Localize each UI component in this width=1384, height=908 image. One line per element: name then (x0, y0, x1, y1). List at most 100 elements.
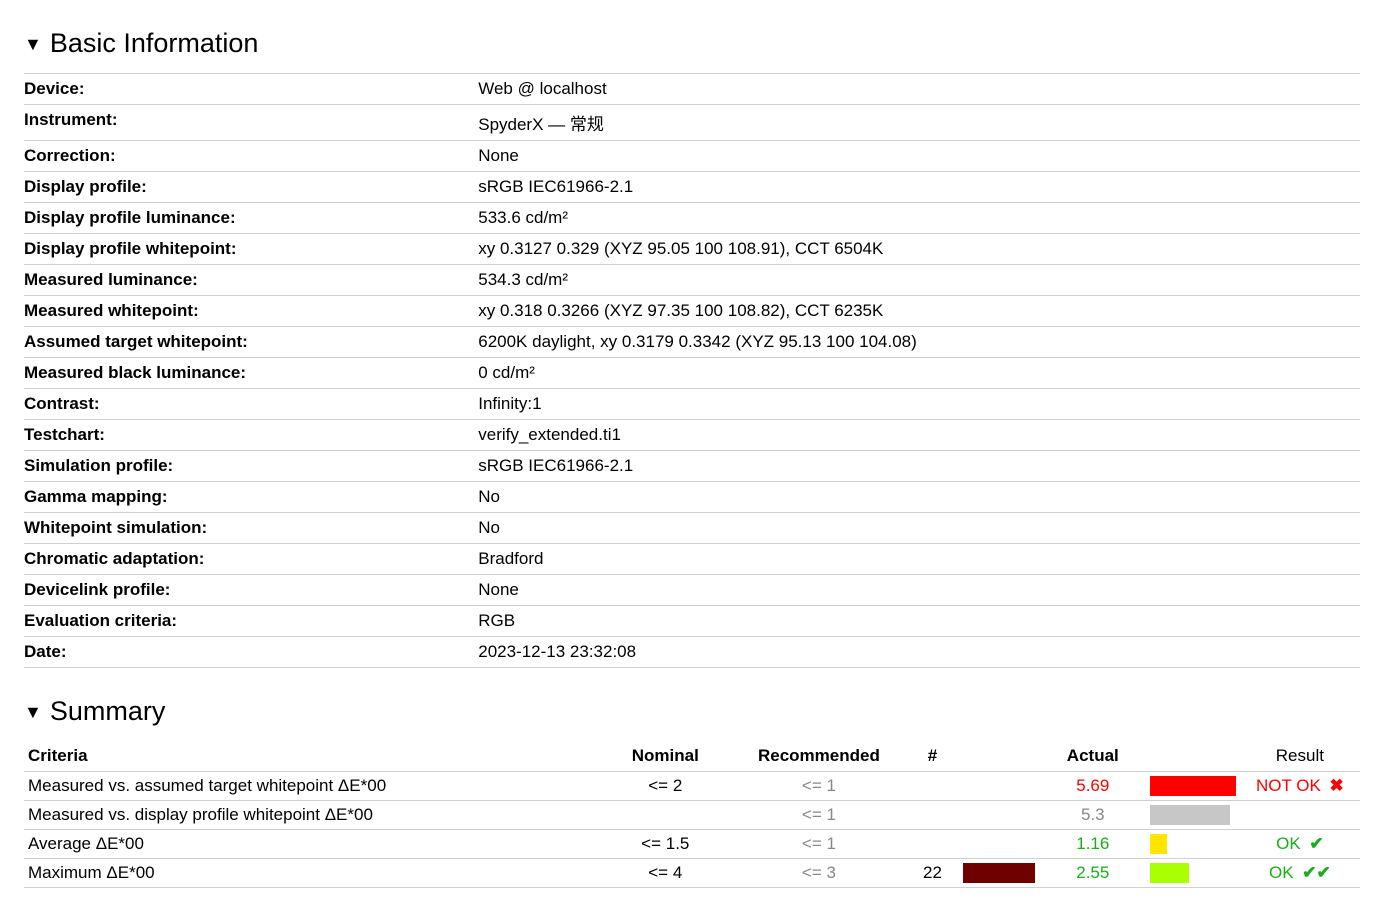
col-actual: Actual (1039, 741, 1146, 772)
info-value: RGB (478, 606, 1360, 637)
result-text: NOT OK (1256, 776, 1321, 795)
info-label: Devicelink profile: (24, 575, 478, 606)
summary-row: Maximum ΔE*00<= 4<= 3222.55OK ✔✔ (24, 859, 1360, 888)
info-value: Infinity:1 (478, 389, 1360, 420)
info-value: verify_extended.ti1 (478, 420, 1360, 451)
info-row: Evaluation criteria:RGB (24, 606, 1360, 637)
info-row: Measured luminance:534.3 cd/m² (24, 265, 1360, 296)
info-value: sRGB IEC61966-2.1 (478, 451, 1360, 482)
cell-swatch (959, 859, 1039, 888)
info-label: Measured whitepoint: (24, 296, 478, 327)
cell-nominal: <= 1.5 (598, 830, 732, 859)
info-row: Testchart:verify_extended.ti1 (24, 420, 1360, 451)
info-row: Whitepoint simulation:No (24, 513, 1360, 544)
summary-header[interactable]: ▼ Summary (24, 696, 1360, 727)
info-value: xy 0.3127 0.329 (XYZ 95.05 100 108.91), … (478, 234, 1360, 265)
info-value: 534.3 cd/m² (478, 265, 1360, 296)
checkmark-icon: ✔✔ (1302, 863, 1331, 882)
info-row: Gamma mapping:No (24, 482, 1360, 513)
cell-swatch (959, 830, 1039, 859)
cell-bar (1146, 830, 1240, 859)
basic-information-header[interactable]: ▼ Basic Information (24, 28, 1360, 59)
info-label: Measured black luminance: (24, 358, 478, 389)
cell-hash (906, 772, 959, 801)
info-label: Assumed target whitepoint: (24, 327, 478, 358)
info-label: Device: (24, 74, 478, 105)
info-label: Gamma mapping: (24, 482, 478, 513)
section-title: Summary (50, 696, 166, 727)
info-row: Devicelink profile:None (24, 575, 1360, 606)
bar-fill (1150, 776, 1236, 796)
info-value: xy 0.318 0.3266 (XYZ 97.35 100 108.82), … (478, 296, 1360, 327)
col-hash: # (906, 741, 959, 772)
cell-recommended: <= 3 (732, 859, 906, 888)
info-label: Display profile: (24, 172, 478, 203)
info-row: Date:2023-12-13 23:32:08 (24, 637, 1360, 668)
cell-criteria: Measured vs. assumed target whitepoint Δ… (24, 772, 598, 801)
info-label: Simulation profile: (24, 451, 478, 482)
cell-hash (906, 801, 959, 830)
cell-bar (1146, 772, 1240, 801)
cell-result: OK ✔ (1240, 830, 1360, 859)
section-title: Basic Information (50, 28, 259, 59)
info-value: sRGB IEC61966-2.1 (478, 172, 1360, 203)
info-label: Chromatic adaptation: (24, 544, 478, 575)
bar-fill (1150, 805, 1230, 825)
cell-hash: 22 (906, 859, 959, 888)
info-value: 2023-12-13 23:32:08 (478, 637, 1360, 668)
cell-swatch (959, 801, 1039, 830)
cell-swatch (959, 772, 1039, 801)
cell-nominal: <= 4 (598, 859, 732, 888)
cell-recommended: <= 1 (732, 772, 906, 801)
cell-result: NOT OK ✖ (1240, 772, 1360, 801)
bar-track (1150, 834, 1236, 854)
info-label: Instrument: (24, 105, 478, 141)
info-row: Simulation profile:sRGB IEC61966-2.1 (24, 451, 1360, 482)
cell-recommended: <= 1 (732, 801, 906, 830)
info-value: 6200K daylight, xy 0.3179 0.3342 (XYZ 95… (478, 327, 1360, 358)
summary-table: Criteria Nominal Recommended # Actual Re… (24, 741, 1360, 888)
info-value: Bradford (478, 544, 1360, 575)
cell-criteria: Average ΔE*00 (24, 830, 598, 859)
cell-criteria: Measured vs. display profile whitepoint … (24, 801, 598, 830)
bar-fill (1150, 863, 1188, 883)
cell-actual: 1.16 (1039, 830, 1146, 859)
info-label: Display profile whitepoint: (24, 234, 478, 265)
result-text: OK (1269, 863, 1294, 882)
cell-result (1240, 801, 1360, 830)
info-row: Display profile whitepoint:xy 0.3127 0.3… (24, 234, 1360, 265)
cell-bar (1146, 859, 1240, 888)
summary-row: Measured vs. assumed target whitepoint Δ… (24, 772, 1360, 801)
disclosure-triangle-icon: ▼ (24, 35, 42, 53)
bar-track (1150, 805, 1236, 825)
info-value: 533.6 cd/m² (478, 203, 1360, 234)
col-recommended: Recommended (732, 741, 906, 772)
info-row: Assumed target whitepoint:6200K daylight… (24, 327, 1360, 358)
disclosure-triangle-icon: ▼ (24, 703, 42, 721)
cell-nominal (598, 801, 732, 830)
cross-icon: ✖ (1330, 776, 1344, 795)
info-label: Display profile luminance: (24, 203, 478, 234)
info-value: None (478, 575, 1360, 606)
info-row: Instrument:SpyderX — 常规 (24, 105, 1360, 141)
info-label: Date: (24, 637, 478, 668)
info-row: Measured black luminance:0 cd/m² (24, 358, 1360, 389)
info-row: Measured whitepoint:xy 0.318 0.3266 (XYZ… (24, 296, 1360, 327)
summary-row: Measured vs. display profile whitepoint … (24, 801, 1360, 830)
cell-result: OK ✔✔ (1240, 859, 1360, 888)
bar-track (1150, 776, 1236, 796)
info-label: Measured luminance: (24, 265, 478, 296)
cell-nominal: <= 2 (598, 772, 732, 801)
col-bar (1146, 741, 1240, 772)
info-value: No (478, 482, 1360, 513)
info-row: Display profile luminance:533.6 cd/m² (24, 203, 1360, 234)
info-row: Device:Web @ localhost (24, 74, 1360, 105)
bar-track (1150, 863, 1236, 883)
info-label: Evaluation criteria: (24, 606, 478, 637)
info-label: Whitepoint simulation: (24, 513, 478, 544)
col-result: Result (1240, 741, 1360, 772)
col-nominal: Nominal (598, 741, 732, 772)
cell-recommended: <= 1 (732, 830, 906, 859)
info-label: Correction: (24, 141, 478, 172)
swatch-box (963, 863, 1035, 883)
